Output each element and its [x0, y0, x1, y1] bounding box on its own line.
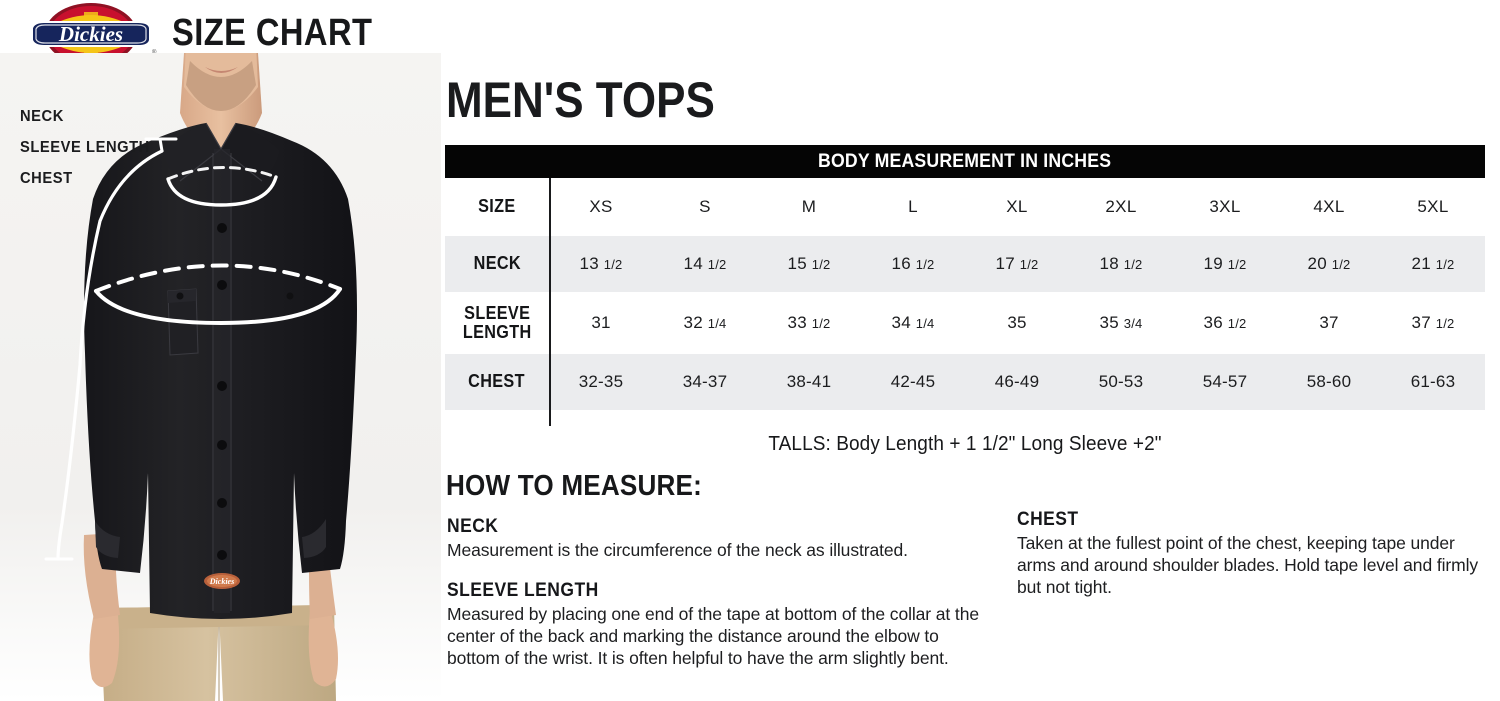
header-cell-2xl: 2XL: [1069, 178, 1173, 236]
measure-title-chest: CHEST: [1017, 509, 1079, 530]
header-cell-m: M: [757, 178, 861, 236]
model-photo-illustration: Dickies: [0, 53, 441, 701]
photo-label-chest: CHEST: [20, 170, 73, 187]
table-banner: BODY MEASUREMENT IN INCHES: [445, 145, 1485, 178]
talls-note-text: TALLS: Body Length + 1 1/2" Long Sleeve …: [768, 433, 1162, 455]
header-cell-l: L: [861, 178, 965, 236]
measure-body-neck: Measurement is the circumference of the …: [447, 540, 908, 560]
content-panel: MEN'S TOPS BODY MEASUREMENT IN INCHES SI…: [441, 0, 1500, 701]
table-row-sleeve-length: SLEEVE LENGTH 31 32 1/4 33 1/2 34 1/4 35 …: [445, 292, 1485, 354]
model-photo-panel: Dickies NECK SLEEVE LENGTH CHEST: [0, 53, 441, 701]
cell-neck-xs: 13 1/2: [579, 254, 623, 273]
row-label-neck: NECK: [473, 253, 521, 273]
size-chart-table: BODY MEASUREMENT IN INCHES SIZE XS S: [445, 145, 1485, 426]
header-cell-3xl: 3XL: [1173, 178, 1277, 236]
how-to-measure-column-left: NECK Measurement is the circumference of…: [447, 515, 987, 687]
page-title: SIZE CHART: [172, 12, 373, 54]
cell-sleeve-xl: 35: [1007, 313, 1027, 332]
cell-chest-l: 42-45: [890, 372, 936, 391]
cell-chest-xl: 46-49: [994, 372, 1040, 391]
measure-body-chest: Taken at the fullest point of the chest,…: [1017, 533, 1479, 597]
row-label-cell: NECK: [445, 236, 549, 292]
cell-sleeve-5xl: 37 1/2: [1411, 313, 1455, 332]
cell-chest-m: 38-41: [786, 372, 832, 391]
size-label: XL: [1006, 197, 1028, 216]
cell-neck-s: 14 1/2: [683, 254, 727, 273]
table-row-chest: CHEST 32-35 34-37 38-41 42-45 46-49 50-5…: [445, 354, 1485, 410]
svg-text:Dickies: Dickies: [209, 577, 234, 586]
cell-neck-5xl: 21 1/2: [1411, 254, 1455, 273]
size-label: M: [801, 197, 817, 216]
row-label-cell: SLEEVE LENGTH: [445, 292, 549, 354]
header-cell-4xl: 4XL: [1277, 178, 1381, 236]
section-heading-mens-tops: MEN'S TOPS: [446, 72, 715, 128]
size-label: 5XL: [1417, 197, 1449, 216]
header-cell-5xl: 5XL: [1381, 178, 1485, 236]
header-cell-xs: XS: [549, 178, 653, 236]
dickies-logo-icon: Dickies ®: [31, 3, 157, 65]
measure-title-sleeve-length: SLEEVE LENGTH: [447, 580, 599, 601]
cell-sleeve-xs: 31: [591, 313, 611, 332]
dickies-logo: Dickies ®: [24, 2, 158, 66]
cell-neck-2xl: 18 1/2: [1099, 254, 1143, 273]
row-label-cell: CHEST: [445, 354, 549, 410]
measure-block-sleeve-length: SLEEVE LENGTH Measured by placing one en…: [447, 579, 987, 669]
sleeve-length-measure-line: [44, 137, 178, 561]
cell-chest-4xl: 58-60: [1306, 372, 1352, 391]
size-label: L: [908, 197, 918, 216]
cell-chest-3xl: 54-57: [1202, 372, 1248, 391]
table-row-neck: NECK 13 1/2 14 1/2 15 1/2 16 1/2 17 1/2 …: [445, 236, 1485, 292]
cell-neck-3xl: 19 1/2: [1203, 254, 1247, 273]
row-label-sleeve-length: SLEEVE LENGTH: [462, 302, 532, 342]
size-label: 3XL: [1209, 197, 1241, 216]
cell-neck-xl: 17 1/2: [995, 254, 1039, 273]
measurements-table: SIZE XS S M L XL 2XL 3XL 4XL 5XL NECK: [445, 178, 1485, 410]
svg-text:®: ®: [152, 49, 157, 56]
table-header-row: SIZE XS S M L XL 2XL 3XL 4XL 5XL: [445, 178, 1485, 236]
table-column-divider: [549, 178, 551, 426]
cell-chest-xs: 32-35: [578, 372, 624, 391]
header-cell-size: SIZE: [445, 178, 549, 236]
cell-sleeve-2xl: 35 3/4: [1099, 313, 1143, 332]
measure-body-sleeve-length: Measured by placing one end of the tape …: [447, 604, 979, 668]
chest-measure-line: [94, 263, 342, 326]
neck-measure-line: [166, 165, 278, 207]
row-label-chest: CHEST: [468, 371, 526, 391]
cell-sleeve-3xl: 36 1/2: [1203, 313, 1247, 332]
size-label: 2XL: [1105, 197, 1137, 216]
cell-sleeve-l: 34 1/4: [891, 313, 935, 332]
cell-neck-4xl: 20 1/2: [1307, 254, 1351, 273]
header-cell-xl: XL: [965, 178, 1069, 236]
svg-text:Dickies: Dickies: [58, 22, 123, 46]
cell-neck-m: 15 1/2: [787, 254, 831, 273]
cell-neck-l: 16 1/2: [891, 254, 935, 273]
table-banner-label: BODY MEASUREMENT IN INCHES: [818, 150, 1112, 172]
talls-note: TALLS: Body Length + 1 1/2" Long Sleeve …: [445, 433, 1485, 456]
photo-label-sleeve-length: SLEEVE LENGTH: [20, 139, 150, 156]
measure-block-neck: NECK Measurement is the circumference of…: [447, 515, 987, 561]
cell-sleeve-m: 33 1/2: [787, 313, 831, 332]
measure-block-chest: CHEST Taken at the fullest point of the …: [1017, 508, 1487, 598]
measure-title-neck: NECK: [447, 516, 499, 537]
header-label-size: SIZE: [478, 196, 516, 216]
cell-sleeve-4xl: 37: [1319, 313, 1339, 332]
cell-chest-s: 34-37: [682, 372, 728, 391]
how-to-measure-heading: HOW TO MEASURE:: [446, 470, 702, 502]
how-to-measure-column-right: CHEST Taken at the fullest point of the …: [1017, 508, 1487, 616]
header-cell-s: S: [653, 178, 757, 236]
photo-label-neck: NECK: [20, 108, 64, 125]
size-label: S: [699, 197, 711, 216]
cell-chest-5xl: 61-63: [1410, 372, 1456, 391]
cell-chest-2xl: 50-53: [1098, 372, 1144, 391]
cell-sleeve-s: 32 1/4: [683, 313, 727, 332]
size-label: 4XL: [1313, 197, 1345, 216]
size-label: XS: [589, 197, 613, 216]
